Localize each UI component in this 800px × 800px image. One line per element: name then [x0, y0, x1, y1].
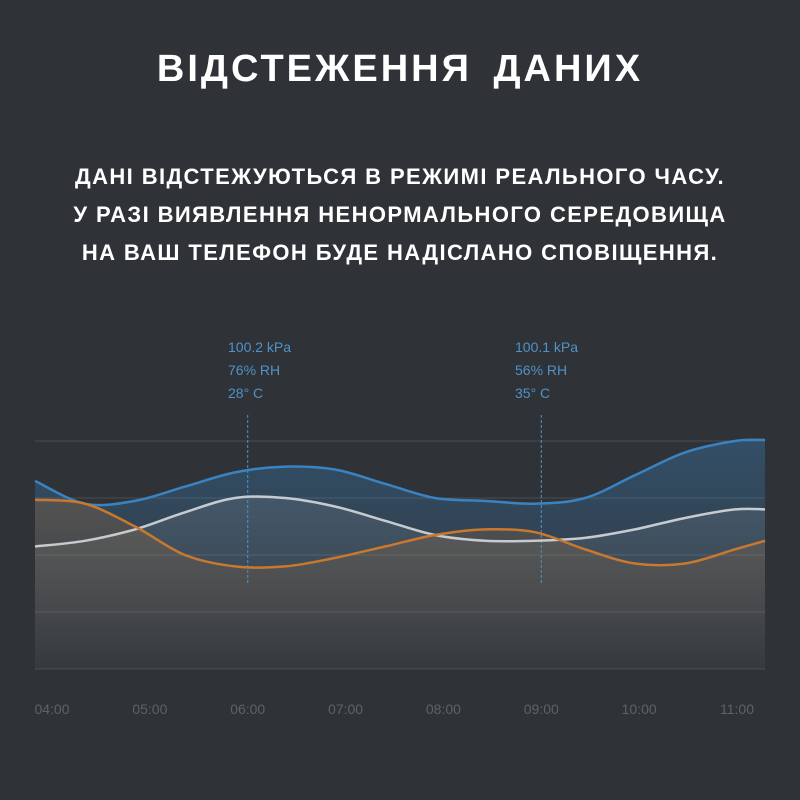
x-tick-label: 10:00: [622, 701, 657, 717]
readout-0600: 100.2 kPa 76% RH 28° C: [228, 336, 291, 405]
x-tick-label: 07:00: [328, 701, 363, 717]
subtitle-line-1: ДАНІ ВІДСТЕЖУЮТЬСЯ В РЕЖИМІ РЕАЛЬНОГО ЧА…: [75, 164, 725, 189]
subtitle-line-3: НА ВАШ ТЕЛЕФОН БУДЕ НАДІСЛАНО СПОВІЩЕННЯ…: [81, 240, 719, 265]
subtitle-line-2: У РАЗІ ВИЯВЛЕННЯ НЕНОРМАЛЬНОГО СЕРЕДОВИЩ…: [73, 202, 727, 227]
series-lines: [34, 438, 766, 569]
readout-temperature: 28° C: [228, 385, 264, 401]
series-line-blue: [34, 438, 766, 507]
page-title: ВІДСТЕЖЕННЯ ДАНИХ: [156, 48, 644, 90]
x-tick-label: 06:00: [230, 701, 265, 717]
x-tick-label: 11:00: [720, 701, 754, 717]
x-tick-label: 04:00: [34, 701, 69, 717]
readout-pressure: 100.2 kPa: [228, 339, 292, 355]
series-line-orange: [34, 498, 766, 569]
series-line-white: [34, 495, 766, 548]
readout-0900: 100.1 kPa 56% RH 35° C: [515, 336, 578, 405]
series-area-orange: [35, 499, 765, 669]
readout-pressure: 100.1 kPa: [515, 339, 579, 355]
readout-humidity: 56% RH: [515, 362, 568, 378]
page-subtitle: ДАНІ ВІДСТЕЖУЮТЬСЯ В РЕЖИМІ РЕАЛЬНОГО ЧА…: [20, 158, 780, 272]
x-axis-ticks: 04:00 05:00 06:00 07:00 08:00 09:00 10:00 11:00: [34, 701, 754, 717]
x-tick-label: 09:00: [524, 701, 559, 717]
time-markers: [247, 415, 542, 583]
x-tick-label: 08:00: [426, 701, 461, 717]
readout-humidity: 76% RH: [228, 362, 281, 378]
readout-temperature: 35° C: [515, 385, 551, 401]
series-areas: [35, 439, 765, 669]
x-tick-label: 05:00: [132, 701, 167, 717]
